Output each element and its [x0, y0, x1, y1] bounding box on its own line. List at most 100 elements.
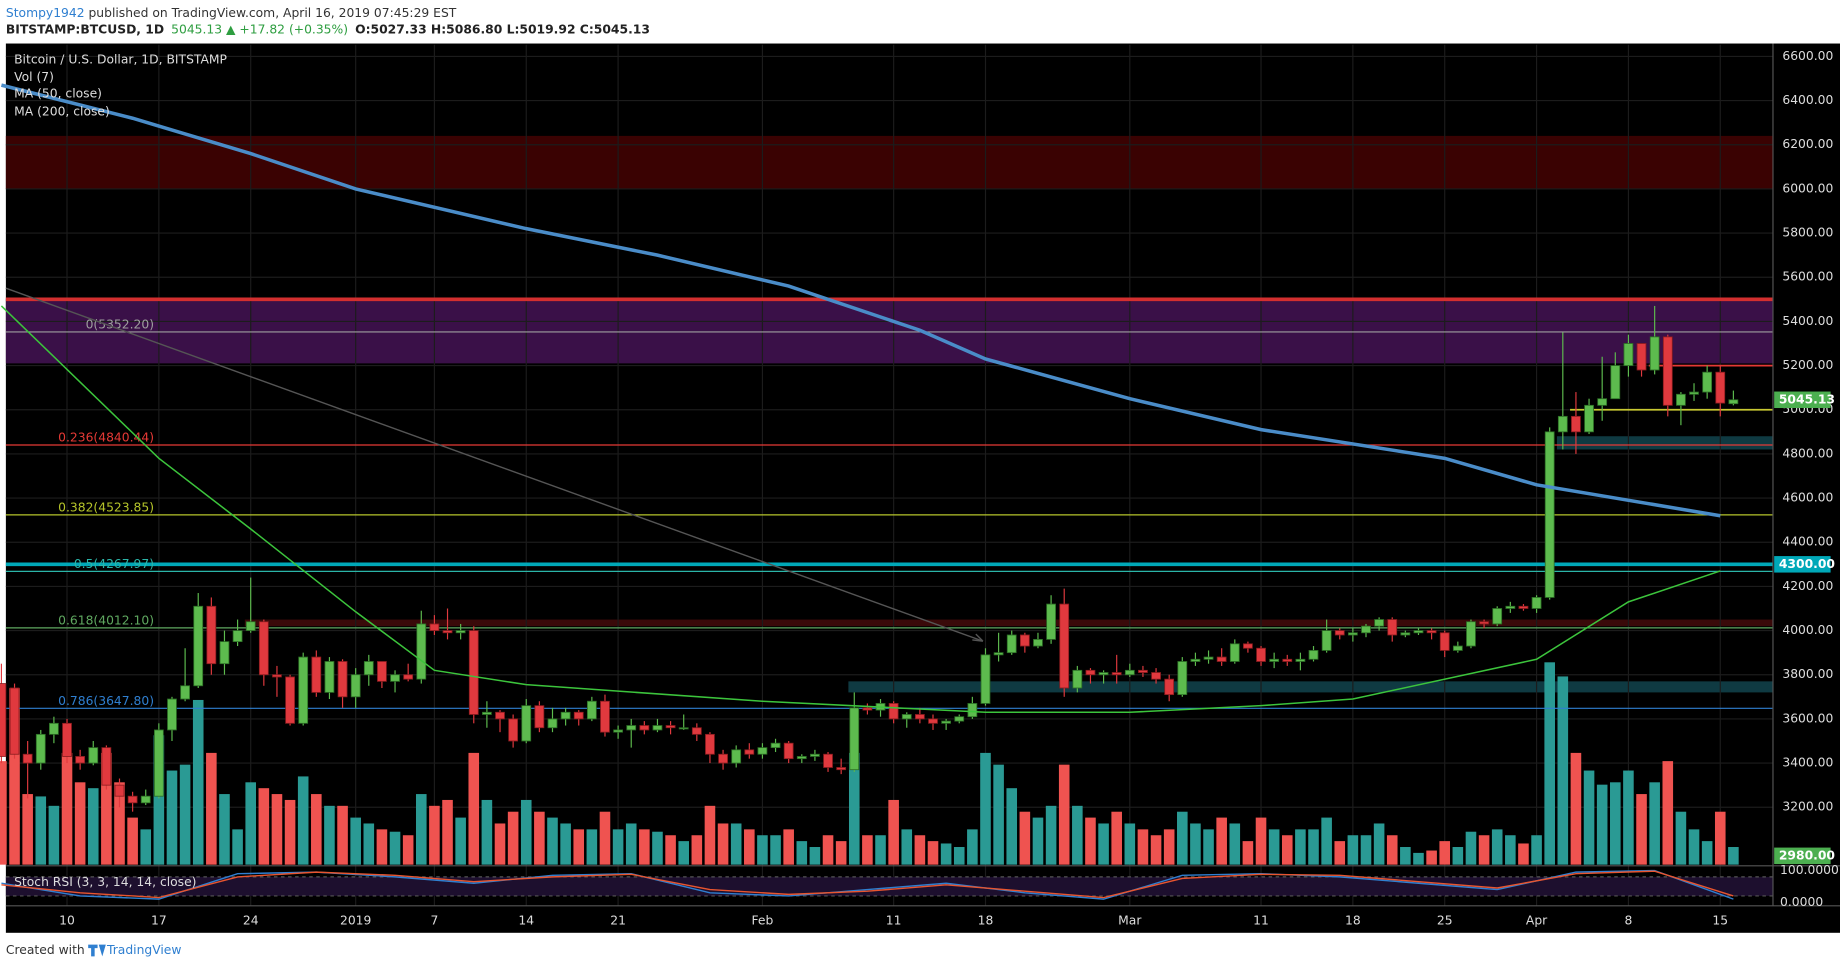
candle-body	[1623, 343, 1634, 366]
candle-body	[1374, 619, 1384, 627]
stoch-rsi	[1, 869, 1773, 900]
candle-body	[1124, 669, 1135, 676]
candle-body	[140, 795, 151, 804]
candle-body	[1138, 669, 1148, 673]
volume-bar	[1255, 817, 1267, 865]
candle-body	[626, 725, 637, 731]
candle-body	[1295, 658, 1306, 662]
candle-body	[757, 747, 768, 755]
volume-bar	[61, 752, 73, 865]
footer-background	[0, 932, 1840, 967]
candle-body	[1072, 669, 1083, 689]
volume-bar	[586, 829, 598, 865]
candle-body	[1518, 605, 1529, 609]
volume-bar	[1649, 782, 1660, 865]
volume-bar	[350, 817, 361, 865]
volume-bar	[625, 823, 637, 865]
volume-bar	[1491, 829, 1503, 865]
volume-bar	[1662, 761, 1674, 865]
candle-body	[1531, 597, 1542, 609]
candle-body	[416, 623, 427, 680]
candle-body	[915, 714, 925, 720]
candle-body	[1649, 336, 1660, 371]
volume-bar	[1623, 770, 1634, 865]
levels: 0(5352.20) 0.236(4840.44) 0.382(4523.85) 0.…	[5, 297, 1773, 709]
candle-body	[1033, 638, 1043, 647]
y-tick-label: 3400.00	[1782, 756, 1833, 770]
volume-bar	[967, 829, 978, 865]
candle-body	[1439, 632, 1450, 651]
candle-body	[901, 714, 912, 720]
candle-body	[1111, 672, 1122, 676]
stoch-tick-label: 100.0000	[1780, 863, 1839, 877]
candle-body	[167, 698, 177, 731]
y-tick-label: 5600.00	[1782, 270, 1833, 284]
volume-bar	[875, 835, 886, 865]
volume-bar	[311, 794, 322, 865]
volume-bar	[1190, 823, 1201, 865]
candle-body	[1413, 630, 1424, 634]
fib-label: 0.618(4012.10)	[58, 613, 154, 627]
y-tick-label: 5400.00	[1782, 314, 1833, 328]
volume-bar	[35, 796, 47, 865]
x-tick-label: 11	[886, 914, 902, 928]
candle-body	[495, 711, 505, 720]
moving-averages	[0, 83, 1721, 714]
x-tick-label: 24	[243, 914, 259, 928]
candle-body	[888, 703, 899, 720]
zone	[5, 135, 1773, 189]
candle-body	[180, 685, 190, 700]
volume-bar	[520, 799, 532, 865]
candles	[0, 305, 1739, 812]
fib-label: 0(5352.20)	[86, 317, 154, 331]
candle-body	[1229, 643, 1240, 662]
y-tick-label: 6200.00	[1782, 137, 1833, 151]
ohlc: O:5027.33 H:5086.80 L:5019.92 C:5045.13	[355, 22, 650, 36]
zone	[1556, 436, 1773, 450]
brand[interactable]: TradingView	[106, 943, 181, 957]
candle-body	[1387, 619, 1398, 636]
x-tick-label: Mar	[1118, 914, 1142, 928]
x-tick-label: 18	[978, 914, 994, 928]
candle-body	[600, 700, 610, 733]
volume-bar	[888, 799, 899, 865]
volume-bar	[1400, 847, 1411, 865]
candle-body	[770, 742, 781, 749]
candle-body	[9, 687, 20, 755]
y-tick-label: 4400.00	[1782, 535, 1833, 549]
zone	[5, 299, 1773, 364]
volume-bar	[1229, 823, 1241, 865]
volume-bar	[127, 817, 138, 865]
author[interactable]: Stompy1942	[6, 5, 85, 19]
volume-bar	[1452, 847, 1464, 865]
candle-body	[1269, 658, 1280, 662]
x-tick-label: 2019	[340, 914, 371, 928]
volume-bar	[1531, 835, 1542, 865]
y-tick-label: 6600.00	[1782, 49, 1833, 63]
volume-bar	[573, 829, 585, 865]
candle-body	[980, 654, 991, 704]
symbol-line: BITSTAMP:BTCUSD, 1D 5045.13 ▲ +17.82 (+0.…	[6, 22, 650, 36]
candle-body	[1085, 669, 1096, 676]
candle-body	[403, 674, 414, 680]
candle-body	[613, 729, 623, 733]
fib-label: 0.5(4267.97)	[74, 557, 154, 571]
candle-body	[573, 711, 584, 720]
volume-bar	[1347, 835, 1359, 865]
candle-body	[1282, 658, 1293, 662]
candle-body	[586, 700, 597, 720]
candle-body	[1256, 647, 1266, 662]
candle-body	[1544, 431, 1555, 598]
candle-body	[744, 749, 755, 755]
volume-bar	[1334, 841, 1346, 865]
candle-body	[1492, 608, 1503, 625]
candle-body	[1610, 365, 1621, 400]
y-tick-label: 5800.00	[1782, 226, 1833, 240]
candle-body	[1151, 672, 1161, 680]
candle-body	[219, 641, 230, 665]
candle-body	[311, 656, 322, 693]
volume-bar	[1557, 676, 1569, 865]
volume-bar	[612, 829, 624, 865]
candle-body	[1177, 661, 1188, 696]
candle-body	[1426, 630, 1437, 634]
